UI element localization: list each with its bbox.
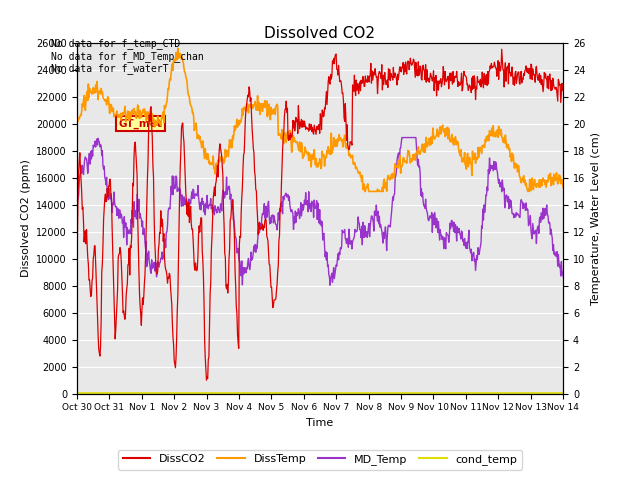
X-axis label: Time: Time: [307, 418, 333, 428]
Legend: DissCO2, DissTemp, MD_Temp, cond_temp: DissCO2, DissTemp, MD_Temp, cond_temp: [118, 450, 522, 469]
Y-axis label: Dissolved CO2 (ppm): Dissolved CO2 (ppm): [20, 159, 31, 277]
Text: GT_met: GT_met: [118, 119, 162, 129]
Title: Dissolved CO2: Dissolved CO2: [264, 25, 376, 41]
Y-axis label: Temperature, Water Level (cm): Temperature, Water Level (cm): [591, 132, 601, 305]
Text: No data for f_temp_CTD
No data for f_MD_Temp_chan
No data for f_waterT: No data for f_temp_CTD No data for f_MD_…: [51, 38, 204, 74]
